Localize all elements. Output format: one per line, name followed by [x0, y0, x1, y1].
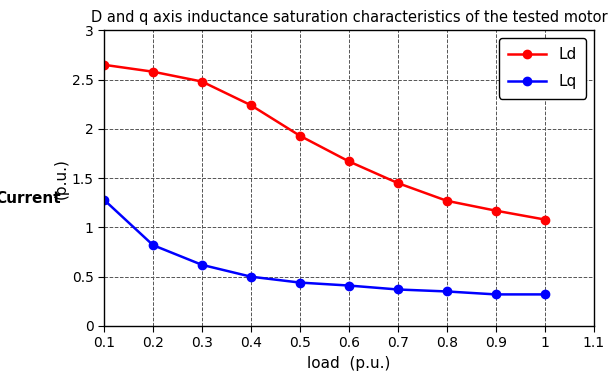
Ld	[247, 103, 255, 108]
Lq	[149, 243, 157, 247]
Ld	[443, 199, 450, 203]
Lq	[247, 274, 255, 279]
Text: Current: Current	[0, 191, 61, 206]
Ld	[198, 79, 206, 84]
Ld	[100, 63, 108, 67]
Lq	[100, 197, 108, 202]
Lq	[394, 287, 401, 292]
Lq	[345, 283, 353, 288]
Lq	[443, 289, 450, 294]
Line: Lq: Lq	[100, 196, 549, 299]
Legend: Ld, Lq: Ld, Lq	[499, 38, 586, 99]
Ld	[345, 159, 353, 164]
Lq	[541, 292, 548, 297]
X-axis label: load  (p.u.): load (p.u.)	[307, 356, 390, 371]
Ld	[541, 217, 548, 222]
Lq	[296, 280, 304, 285]
Ld	[394, 181, 401, 185]
Ld	[296, 133, 304, 138]
Line: Ld: Ld	[100, 61, 549, 224]
Lq	[198, 263, 206, 267]
Ld	[492, 208, 499, 213]
Title: D and q axis inductance saturation characteristics of the tested motor: D and q axis inductance saturation chara…	[91, 10, 607, 25]
Ld	[149, 69, 157, 74]
Lq	[492, 292, 499, 297]
Y-axis label: (p.u.): (p.u.)	[54, 158, 69, 199]
